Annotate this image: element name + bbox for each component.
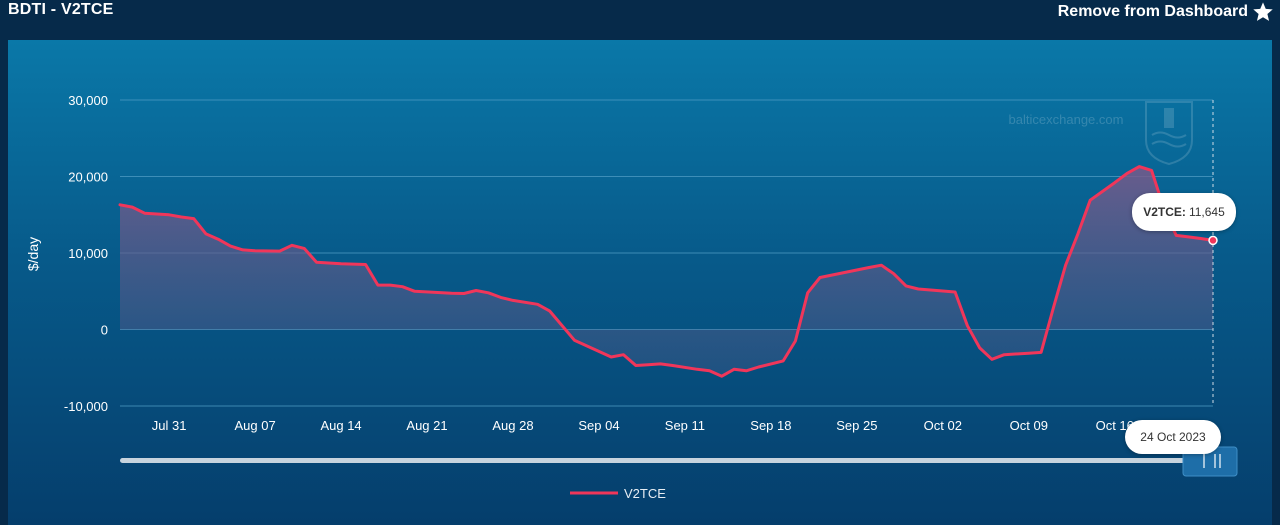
x-tick-label: Oct 09 — [1010, 418, 1048, 433]
hover-point — [1208, 235, 1218, 246]
x-tick-label: Oct 16 — [1096, 418, 1134, 433]
x-tick-label: Aug 21 — [406, 418, 447, 433]
y-tick-label: 20,000 — [68, 170, 108, 185]
baltic-exchange-logo-icon — [1145, 101, 1193, 166]
series-area-v2tce — [120, 166, 1213, 377]
tooltip-date: 24 Oct 2023 — [1140, 430, 1206, 444]
series-layer — [118, 165, 1215, 378]
y-tick-label: 0 — [101, 323, 108, 338]
crosshair — [1208, 100, 1218, 406]
x-tick-label: Sep 18 — [750, 418, 791, 433]
x-tick-label: Oct 02 — [924, 418, 962, 433]
x-tick-label: Sep 11 — [665, 418, 705, 433]
x-tick-label: Jul 31 — [152, 418, 187, 433]
x-tick-label: Sep 04 — [578, 418, 619, 433]
x-tick-label: Aug 28 — [492, 418, 533, 433]
scrollbar-track[interactable] — [120, 458, 1200, 463]
date-tooltip: 24 Oct 2023 — [1125, 420, 1221, 454]
legend[interactable]: V2TCE — [570, 486, 666, 501]
y-axis-label: $/day — [25, 237, 41, 271]
x-tick-label: Aug 14 — [320, 418, 361, 433]
watermark: balticexchange.com — [1009, 101, 1193, 166]
y-tick-label: 30,000 — [68, 93, 108, 108]
navigator-scrollbar[interactable] — [120, 446, 1238, 477]
watermark-text: balticexchange.com — [1009, 112, 1124, 127]
x-tick-label: Aug 07 — [234, 418, 275, 433]
remove-from-dashboard-label: Remove from Dashboard — [1057, 3, 1248, 20]
y-tick-label: -10,000 — [64, 399, 108, 414]
x-axis: Jul 31 Aug 07 Aug 14 Aug 21 Aug 28 Sep 04 Sep … — [152, 418, 1134, 433]
chart-panel: balticexchange.com 30,000 20,000 10,000 0 -1… — [8, 40, 1272, 525]
y-axis: 30,000 20,000 10,000 0 -10,000 — [64, 93, 108, 414]
series-line-v2tce[interactable] — [118, 165, 1215, 378]
chart-svg[interactable]: balticexchange.com 30,000 20,000 10,000 0 -1… — [8, 40, 1272, 525]
remove-from-dashboard-button[interactable]: Remove from Dashboard — [1058, 0, 1274, 24]
widget-title: BDTI - V2TCE — [8, 1, 114, 18]
widget-header: BDTI - V2TCE Remove from Dashboard — [0, 0, 1280, 40]
x-tick-label: Sep 25 — [836, 418, 877, 433]
tooltip-value: 11,645 — [1188, 205, 1225, 219]
value-tooltip: V2TCE: 11,645 — [1132, 193, 1236, 231]
legend-label-v2tce[interactable]: V2TCE — [624, 486, 666, 501]
star-icon — [1253, 2, 1273, 21]
tooltip-series-label: V2TCE: — [1143, 205, 1186, 219]
y-tick-label: 10,000 — [68, 246, 108, 261]
